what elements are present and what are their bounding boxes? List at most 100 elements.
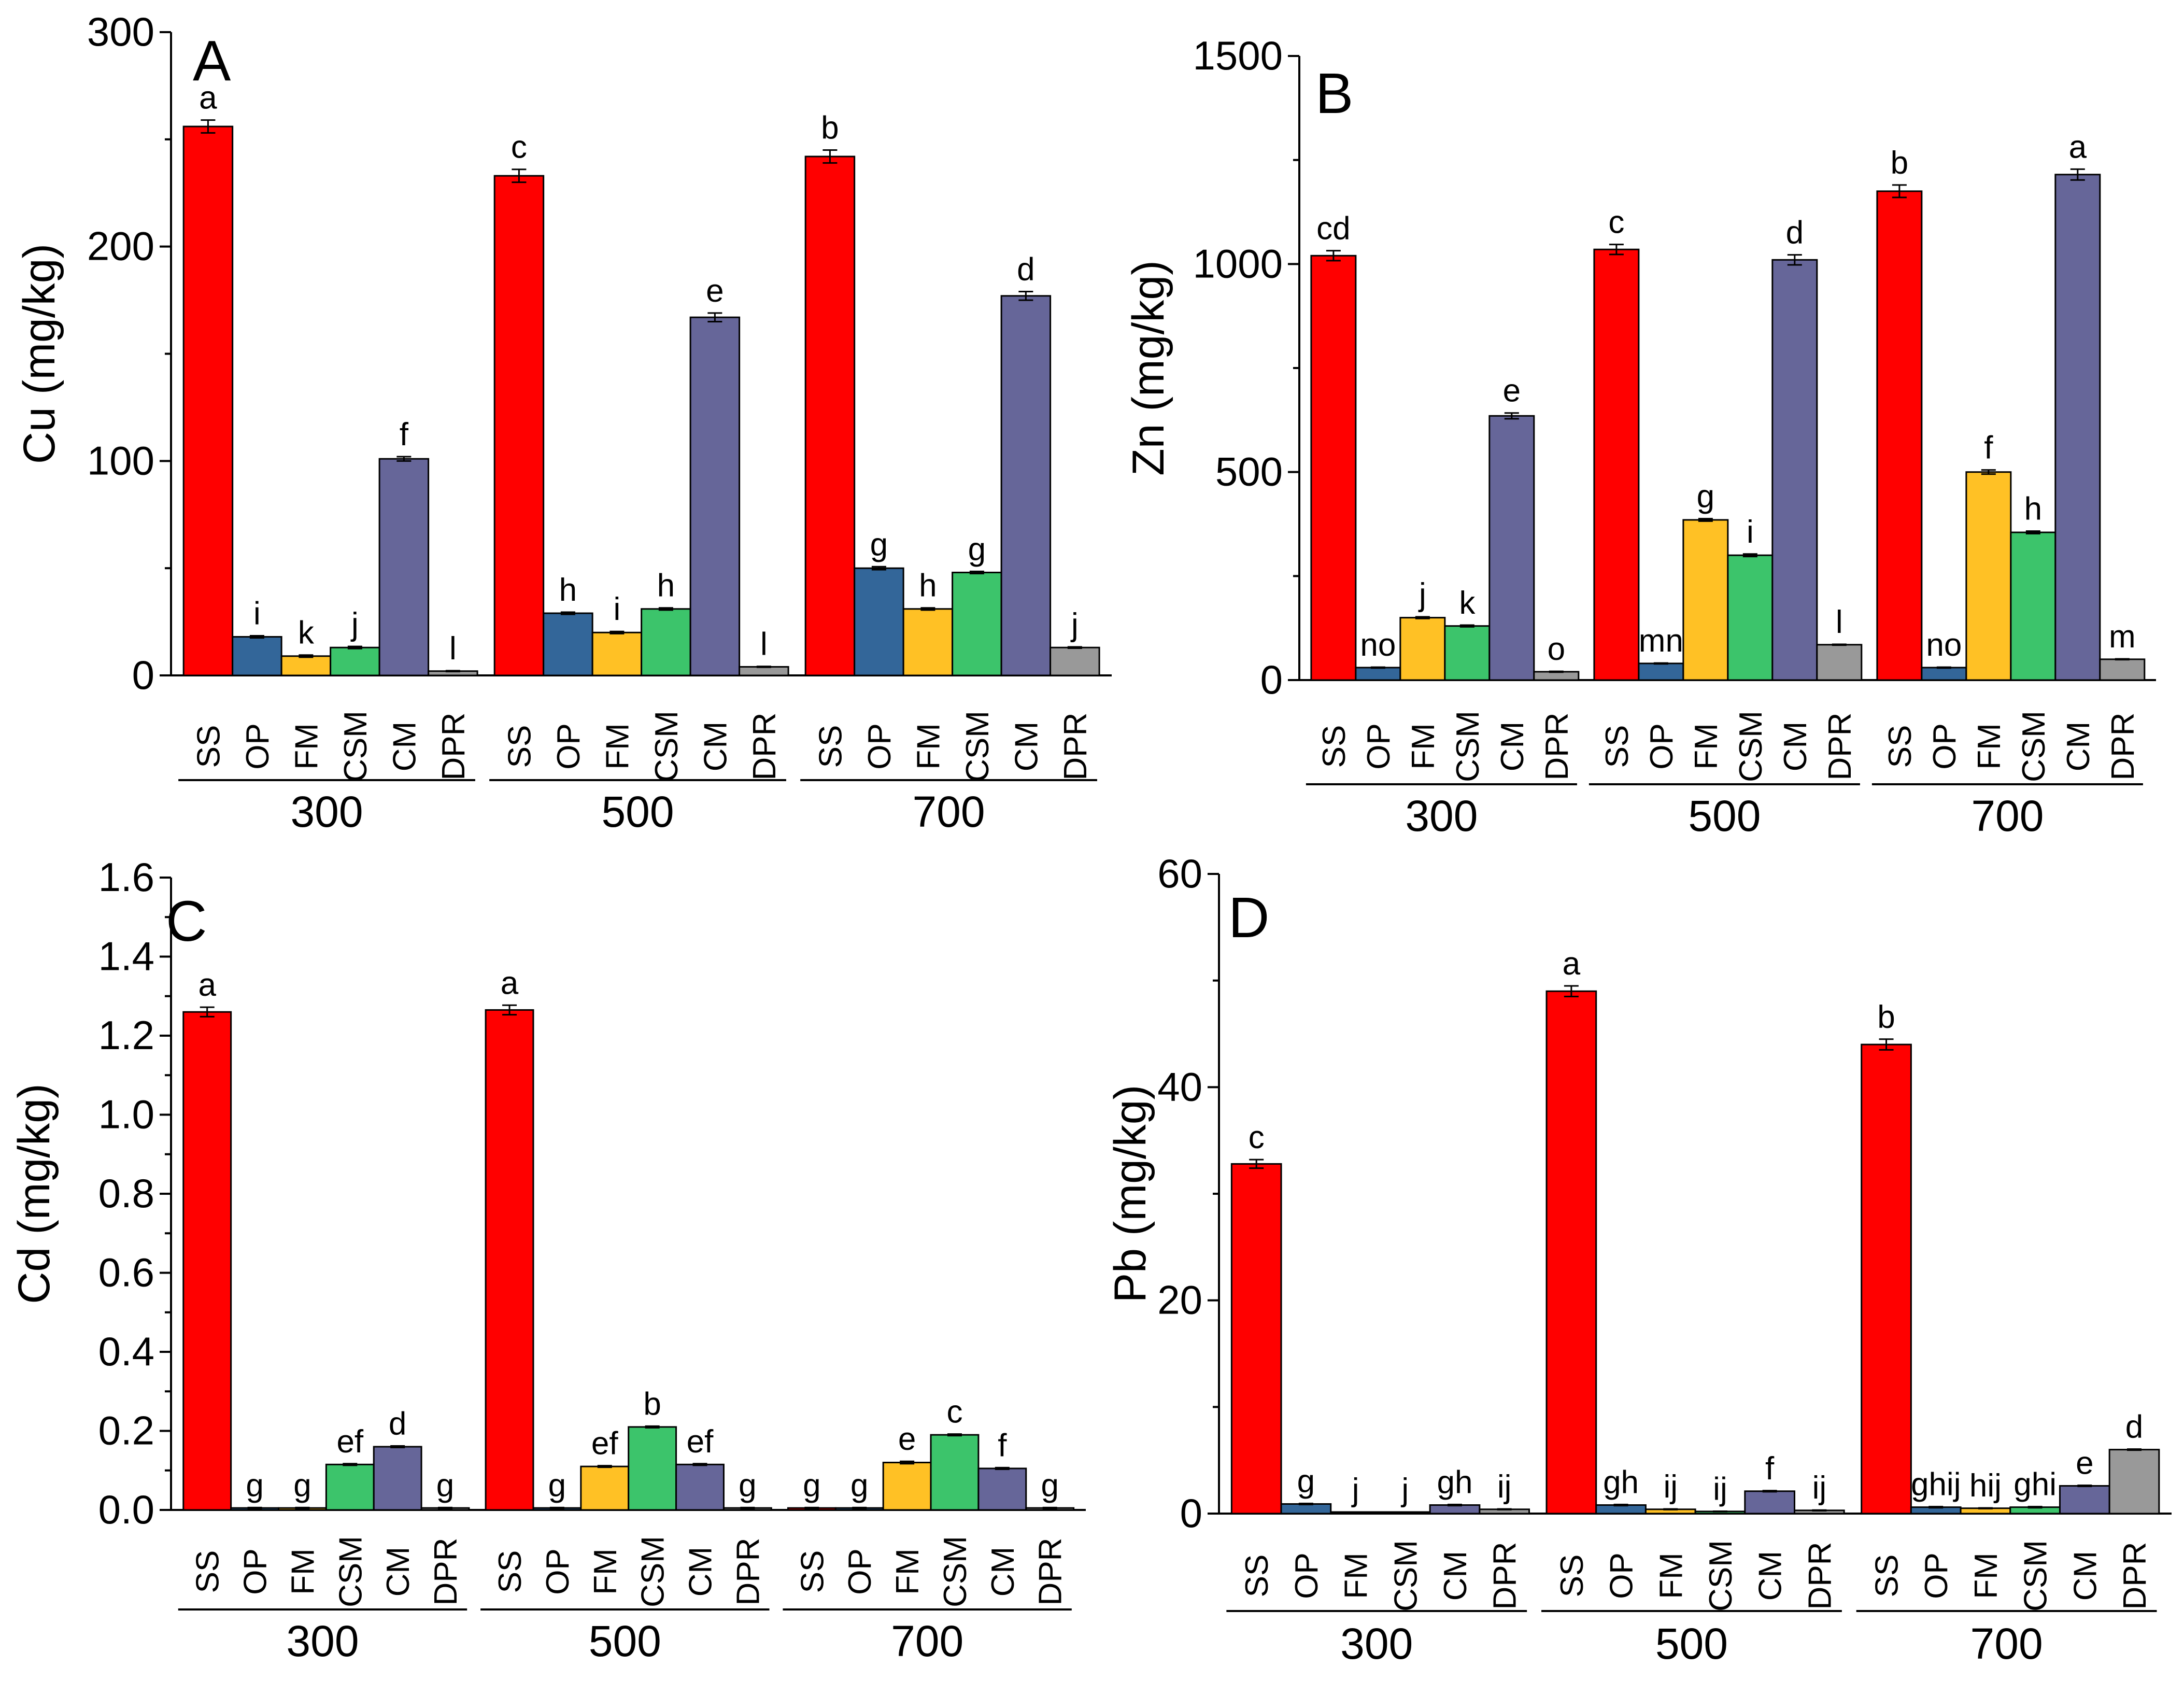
significance-letter: m (2109, 619, 2136, 655)
significance-letter: ghij (1911, 1467, 1961, 1503)
category-label: FM (1689, 723, 1724, 770)
y-tick-label: 0 (1180, 1490, 1202, 1536)
significance-letter: ghi (2013, 1467, 2057, 1503)
category-label: DPR (2105, 713, 2141, 781)
bar-cm-300 (378, 458, 430, 676)
significance-letter: g (850, 1467, 868, 1503)
significance-letter: i (253, 596, 261, 631)
bar-csm-500 (1727, 554, 1774, 681)
significance-letter: g (739, 1467, 756, 1503)
panel-letter: B (1315, 62, 1353, 125)
significance-letter: no (1360, 627, 1396, 663)
category-label: FM (1972, 723, 2007, 770)
bar-fm-300 (280, 655, 332, 676)
category-label: CM (698, 722, 733, 771)
bar-group-500: a SS gh OP ij FM ij CSM f CM ij DPR 500 (1541, 946, 1845, 1668)
bar-csm-700 (930, 1434, 980, 1511)
bar-fm-700 (882, 1462, 932, 1511)
significance-letter: c (1249, 1120, 1265, 1155)
significance-letter: b (1891, 145, 1908, 181)
significance-letter: b (643, 1386, 661, 1422)
bar-fm-700 (1965, 471, 2012, 681)
significance-letter: c (511, 130, 527, 165)
y-tick-label: 1.4 (98, 934, 154, 979)
y-tick-label: 60 (1157, 851, 1202, 896)
bar-cm-500 (1744, 1490, 1795, 1515)
category-label: OP (540, 1548, 576, 1595)
panel-c: 0.0 0.2 0.4 0.6 0.8 1.0 1.2 1.4 1.6 Cd (mg/kg) Ca S… (9, 854, 1086, 1665)
category-label: OP (240, 723, 276, 770)
category-label: DPR (1033, 1538, 1069, 1606)
category-label: CSM (649, 711, 685, 782)
category-label: CM (387, 722, 422, 771)
y-tick-label: 100 (87, 437, 154, 483)
significance-letter: ij (1497, 1469, 1512, 1505)
bar-ss-700 (1876, 190, 1923, 681)
bar-ss-700 (804, 156, 856, 676)
significance-letter: a (501, 965, 519, 1001)
category-label: CM (683, 1547, 718, 1597)
category-label: SS (1554, 1555, 1590, 1598)
category-label: SS (1882, 725, 1918, 768)
bar-op-300 (1355, 667, 1401, 681)
significance-letter: g (803, 1467, 820, 1503)
bar-group-500: a SS g OP ef FM b CSM ef CM g DPR 500 (480, 965, 772, 1665)
y-tick-label: 1.0 (98, 1092, 154, 1137)
bar-dpr-500 (1816, 644, 1863, 681)
significance-letter: f (400, 417, 409, 453)
bar-group-300: a SS i OP k FM j CSM f CM l DPR 300 (178, 80, 478, 836)
bar-ss-300 (182, 1011, 232, 1511)
group-label: 500 (1688, 792, 1761, 840)
bar-group-300: c SS g OP j FM j CSM gh CM ij DPR 300 (1226, 1120, 1530, 1668)
significance-letter: k (1459, 585, 1476, 621)
category-label: OP (1289, 1552, 1325, 1599)
category-label: CSM (2016, 711, 2052, 782)
significance-letter: ef (591, 1426, 618, 1462)
category-label: SS (1599, 725, 1635, 768)
category-label: FM (911, 723, 946, 770)
category-label: SS (492, 1550, 528, 1593)
y-tick-label: 0.8 (98, 1170, 154, 1216)
bar-fm-700 (902, 608, 954, 676)
category-label: DPR (2117, 1542, 2153, 1610)
category-label: FM (588, 1548, 623, 1595)
category-label: OP (842, 1548, 878, 1595)
group-label: 500 (589, 1617, 661, 1665)
category-label: DPR (1539, 713, 1575, 781)
category-label: CSM (338, 711, 374, 782)
bar-group-500: c SS mn OP g FM i CSM d CM l DPR 500 (1589, 205, 1863, 840)
bar-fm-300 (1399, 617, 1446, 681)
bar-ss-300 (1310, 255, 1357, 681)
bar-op-300 (232, 636, 282, 676)
bar-op-300 (1280, 1503, 1332, 1515)
bar-group-300: a SS g OP g FM ef CSM d CM g DPR 300 (178, 967, 470, 1665)
significance-letter: e (898, 1421, 916, 1457)
bar-csm-700 (2010, 531, 2057, 681)
bar-cm-700 (977, 1467, 1027, 1511)
significance-letter: i (1747, 514, 1754, 550)
group-label: 500 (601, 787, 674, 836)
y-tick-label: 200 (87, 223, 154, 269)
category-label: DPR (730, 1538, 766, 1606)
category-label: FM (890, 1548, 926, 1595)
significance-letter: b (1877, 999, 1895, 1035)
category-label: DPR (1487, 1542, 1523, 1610)
significance-letter: i (614, 591, 621, 627)
category-label: FM (1339, 1552, 1374, 1599)
category-label: CM (1753, 1551, 1789, 1601)
bar-fm-500 (1682, 519, 1729, 681)
significance-letter: e (1503, 373, 1521, 409)
bar-ss-700 (1861, 1043, 1912, 1515)
bar-ss-500 (1545, 990, 1597, 1515)
bar-cm-500 (675, 1463, 725, 1511)
category-label: CM (1009, 722, 1044, 771)
bar-csm-300 (325, 1463, 375, 1511)
bar-op-500 (1638, 662, 1684, 681)
significance-letter: ij (1663, 1469, 1678, 1505)
bar-dpr-700 (1050, 646, 1100, 676)
bar-cm-300 (1488, 415, 1535, 681)
y-tick-label: 1500 (1193, 33, 1283, 78)
category-label: CSM (1703, 1540, 1739, 1612)
significance-letter: ij (1812, 1470, 1827, 1506)
